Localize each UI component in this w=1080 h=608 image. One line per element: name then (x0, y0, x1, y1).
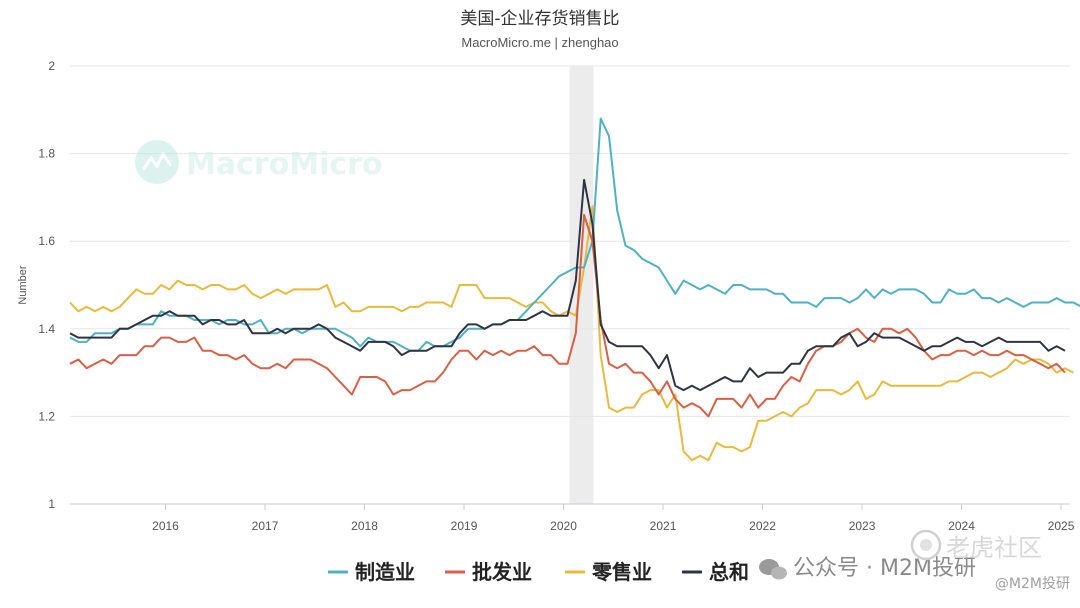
macromicro-logo-icon (135, 140, 179, 184)
legend-item[interactable]: 总和 (682, 560, 749, 584)
legend-label: 总和 (709, 560, 749, 584)
legend-item[interactable]: 制造业 (328, 560, 415, 584)
chart-subtitle: MacroMicro.me | zhenghao (461, 35, 618, 50)
axes: 1 1.2 1.4 1.6 1.8 2 2016 2017 2018 2019 2020 2021 20… (38, 59, 1074, 533)
wechat-watermark: 公众号 · M2M投研 (759, 556, 976, 581)
x-tick-label: 2018 (351, 519, 378, 533)
legend-label: 批发业 (472, 560, 532, 584)
macromicro-watermark: MacroMicro (135, 140, 383, 184)
x-tick-label: 2022 (749, 519, 776, 533)
x-tick-label: 2019 (451, 519, 478, 533)
x-tick-label: 2020 (550, 519, 577, 533)
y-tick-label: 1.2 (38, 409, 55, 423)
y-tick-label: 1 (48, 497, 55, 511)
logo-mark (141, 151, 173, 171)
wechat-account-text: 公众号 · M2M投研 (793, 556, 976, 581)
legend-item[interactable]: 批发业 (445, 560, 532, 584)
tiger-community-watermark: 老虎社区 @M2M投研 (910, 529, 1070, 592)
x-tick-label: 2016 (152, 519, 179, 533)
chart-title: 美国-企业存货销售比 (460, 9, 619, 29)
y-tick-label: 1.4 (38, 322, 55, 336)
x-tick-label: 2017 (252, 519, 279, 533)
watermark-brand: MacroMicro (186, 147, 383, 182)
y-tick-label: 1.8 (38, 147, 55, 161)
series-line-2 (69, 205, 1074, 462)
series-line-3 (69, 178, 1066, 392)
x-tick-label: 2021 (650, 519, 677, 533)
y-axis-label: Number (17, 265, 29, 304)
legend-label: 零售业 (591, 560, 652, 584)
legend: 制造业 批发业 零售业 总和 (328, 560, 749, 584)
y-tick-label: 1.6 (38, 234, 55, 248)
x-tick-label: 2023 (849, 519, 876, 533)
x-tick-label: 2025 (1048, 519, 1075, 533)
legend-label: 制造业 (355, 560, 415, 584)
series-lines (69, 117, 1080, 462)
series-line-1 (69, 213, 1066, 418)
gridlines (70, 65, 1070, 417)
tiger-logo-icon (910, 529, 942, 561)
y-tick-label: 2 (48, 59, 55, 73)
handle-text: @M2M投研 (995, 576, 1070, 592)
series-line-0 (69, 117, 1080, 352)
legend-item[interactable]: 零售业 (565, 560, 652, 584)
community-text: 老虎社区 (946, 534, 1042, 562)
wechat-icon (759, 559, 787, 580)
x-tick-label: 2024 (948, 519, 975, 533)
